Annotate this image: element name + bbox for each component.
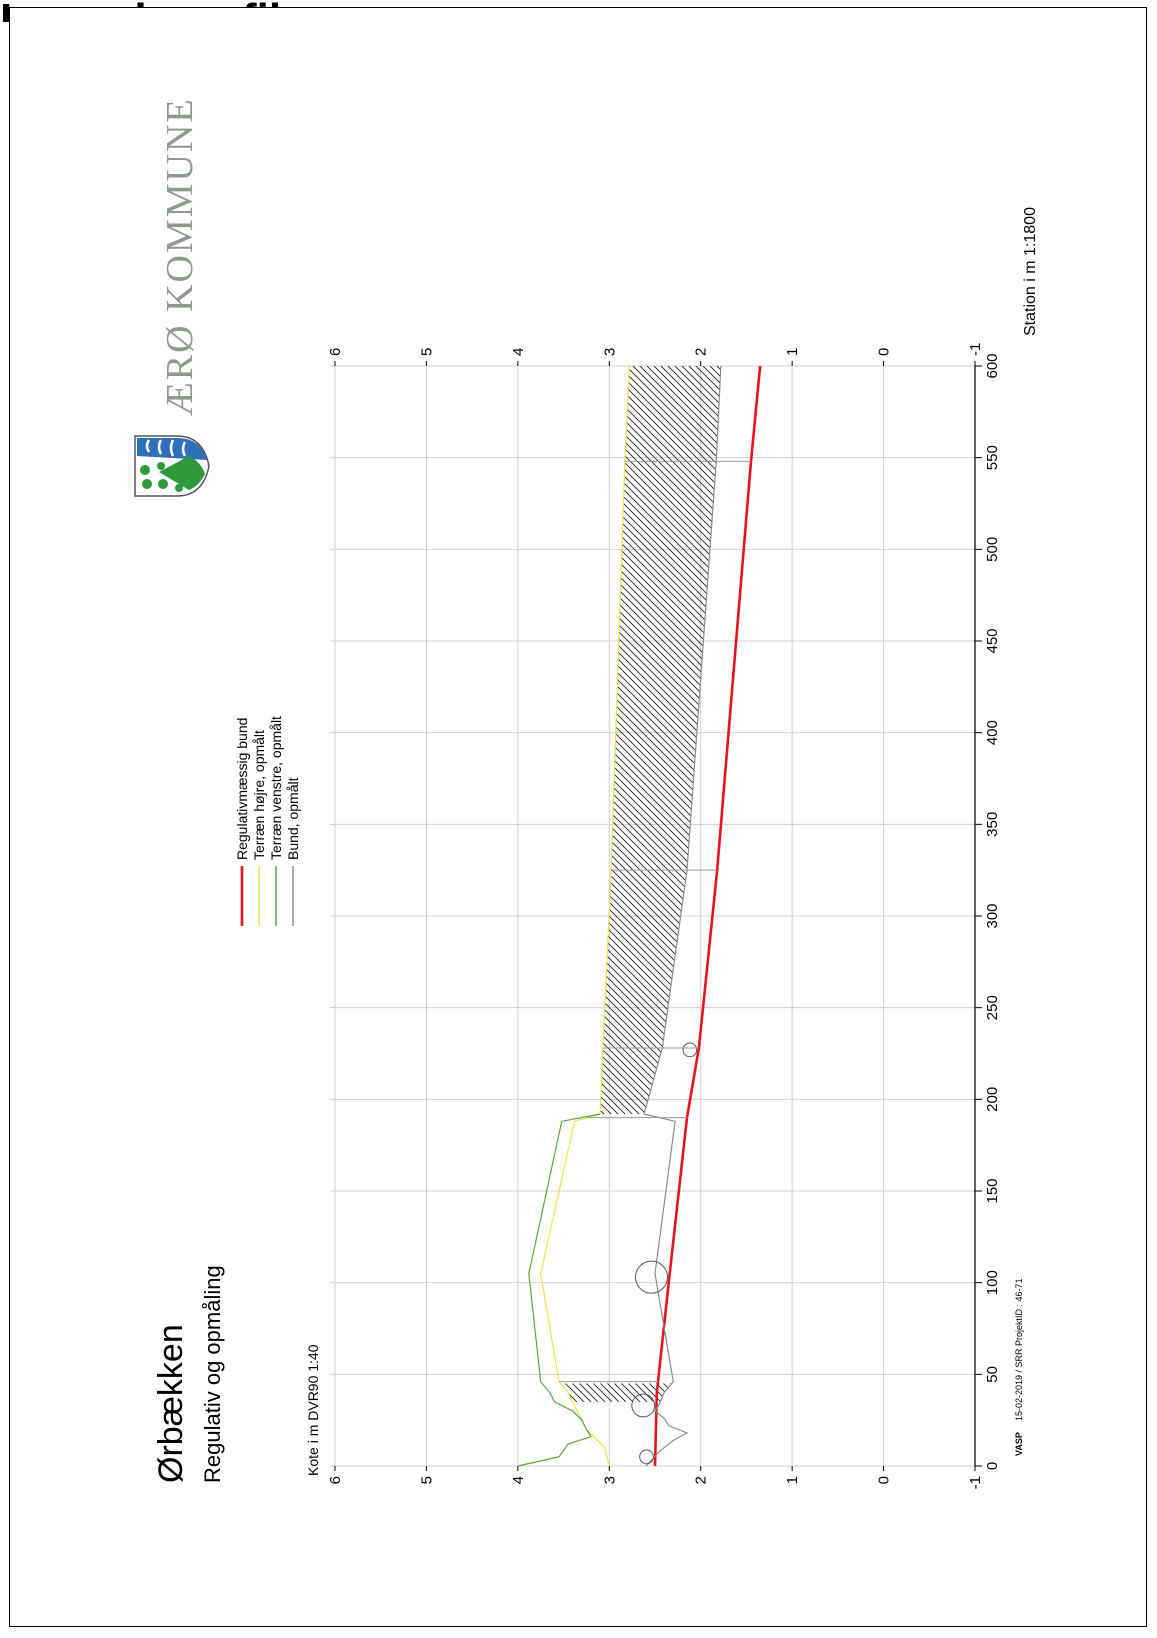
- legend-label: Bund, opmålt: [285, 777, 301, 860]
- series-line-3: [517, 1113, 601, 1467]
- chart-series: [517, 365, 762, 1467]
- culvert-circle: [634, 1260, 668, 1294]
- y-tick-label-right: 3: [601, 348, 618, 356]
- x-tick-label: 400: [984, 720, 1001, 745]
- culvert-circle: [639, 1449, 654, 1465]
- hatched-area: [600, 366, 721, 1114]
- chart-title: Ørbækken: [152, 1324, 190, 1483]
- chart-legend: Regulativmæssig bund Terræn højre, opmålt…: [234, 716, 301, 926]
- x-tick-label: 200: [984, 1087, 1001, 1112]
- x-tick-label: 600: [984, 353, 1001, 378]
- x-tick-label: 350: [984, 812, 1001, 837]
- y-tick-label-left: 0: [876, 1476, 893, 1484]
- x-tick-label: 50: [984, 1366, 1001, 1383]
- profile-sheet: 050100150200250300350400450500550600-1-1…: [134, 97, 1039, 1490]
- y-tick-label-left: 2: [693, 1476, 710, 1484]
- logo: ÆRØ KOMMUNE: [134, 97, 210, 497]
- footer-brand: VASP: [1014, 1432, 1024, 1456]
- culvert-circle: [631, 1393, 656, 1418]
- y-tick-label-left: 6: [327, 1476, 344, 1484]
- chart-ticks: 050100150200250300350400450500550600-1-1…: [327, 343, 1001, 1490]
- drawing-frame: 0 50 100 150 200 250 300 350 400 450 500 550 600 -1 -1…: [9, 7, 1147, 1627]
- x-tick-label: 100: [984, 1270, 1001, 1295]
- hatched-areas: [560, 366, 721, 1402]
- y-tick-label-right: -1: [967, 343, 984, 356]
- series-line-2: [540, 365, 630, 1467]
- y-tick-label-left: 1: [784, 1476, 801, 1484]
- y-tick-label-left: 5: [418, 1476, 435, 1484]
- x-tick-label: 0: [984, 1462, 1001, 1470]
- x-axis-label: Station i m 1:1800: [1022, 207, 1039, 336]
- x-tick-label: 300: [984, 903, 1001, 928]
- x-tick-label: 550: [984, 445, 1001, 470]
- y-axis-label: Kote i m DVR90 1:40: [305, 1344, 321, 1476]
- aero-coat-of-arms-icon: [134, 435, 210, 497]
- hatched-area: [560, 1383, 672, 1402]
- series-line-1: [653, 365, 762, 1467]
- legend-label: Regulativmæssig bund: [234, 718, 250, 860]
- y-tick-label-right: 5: [418, 348, 435, 356]
- y-tick-label-right: 6: [327, 348, 344, 356]
- y-tick-label-right: 2: [693, 348, 710, 356]
- y-tick-label-right: 4: [510, 348, 527, 356]
- y-tick-label-left: 4: [510, 1476, 527, 1484]
- y-tick-label-left: -1: [967, 1476, 984, 1489]
- x-tick-label: 500: [984, 537, 1001, 562]
- x-tick-label: 150: [984, 1178, 1001, 1203]
- logo-text: ÆRØ KOMMUNE: [159, 97, 201, 416]
- legend-label: Terræn venstre, opmålt: [268, 716, 284, 860]
- x-tick-label: 250: [984, 995, 1001, 1020]
- chart-structures: [559, 460, 751, 1465]
- series-line-4: [643, 365, 722, 1467]
- x-tick-label: 450: [984, 628, 1001, 653]
- legend-label: Terræn højre, opmålt: [251, 730, 267, 860]
- chart-subtitle: Regulativ og opmåling: [200, 1265, 225, 1483]
- culvert-circle: [682, 1042, 698, 1058]
- y-tick-label-right: 1: [784, 348, 801, 356]
- y-tick-label-left: 3: [601, 1476, 618, 1484]
- y-tick-label-right: 0: [876, 348, 893, 356]
- footer-credit: 15-02-2019 / SRR ProjektID : 46-71: [1014, 1278, 1024, 1421]
